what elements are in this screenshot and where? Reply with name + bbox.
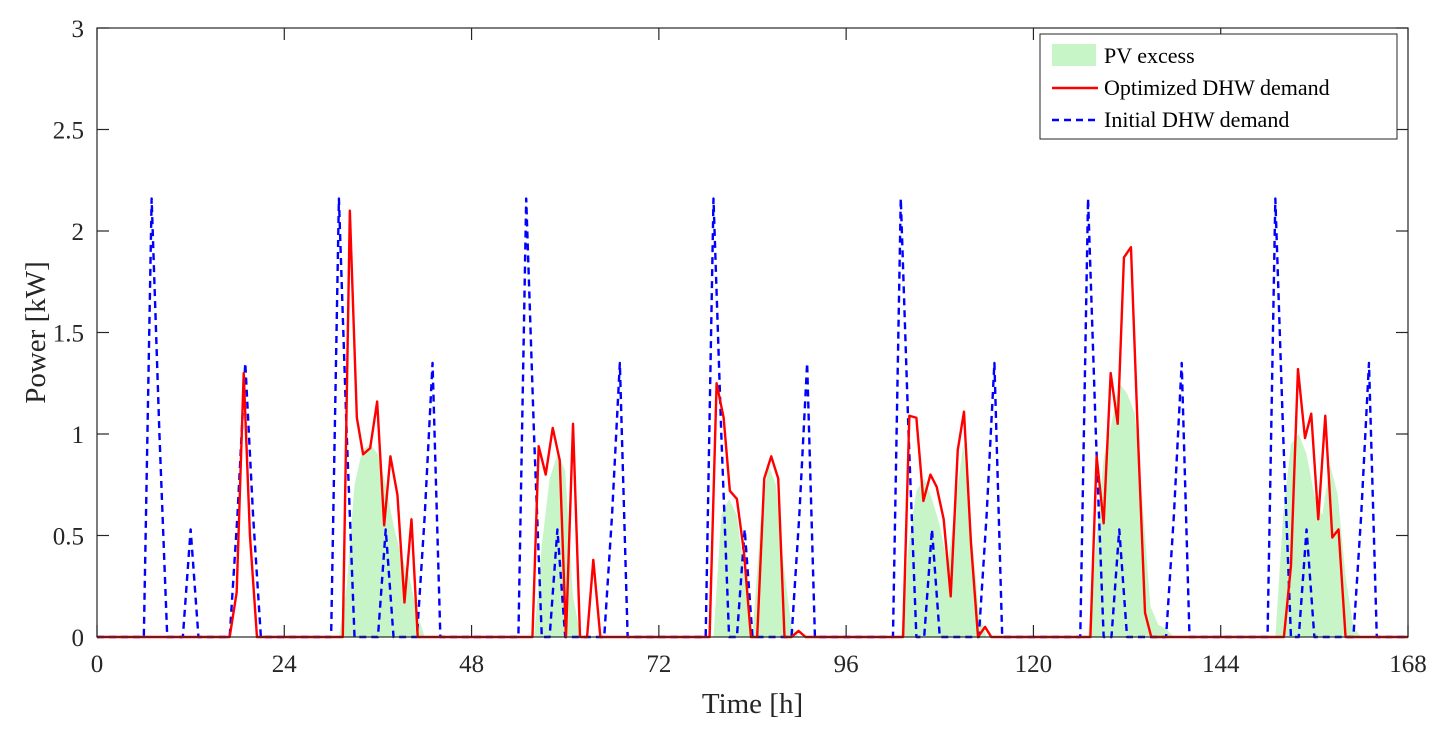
area-layer <box>97 383 1408 637</box>
y-tick-label: 0 <box>72 625 85 652</box>
x-tick-label: 0 <box>91 651 104 678</box>
x-axis-title: Time [h] <box>702 688 803 720</box>
legend: PV excess Optimized DHW demand Initial D… <box>1039 33 1398 140</box>
line-layer <box>97 197 1408 639</box>
y-tick-label: 3 <box>72 16 85 43</box>
tick-layer: 0 24 48 72 96 120 144 168 0 0.5 1 1.5 2 2.5 3 <box>53 16 1427 678</box>
initial-dhw-demand-line <box>97 197 1408 639</box>
x-tick-label: 48 <box>459 651 484 678</box>
legend-swatch-pv-excess <box>1052 44 1096 66</box>
x-tick-label: 168 <box>1389 651 1427 678</box>
y-tick-label: 2.5 <box>53 118 84 145</box>
y-tick-label: 0.5 <box>53 524 84 551</box>
x-tick-label: 72 <box>646 651 671 678</box>
y-tick-label: 1 <box>72 422 85 449</box>
y-tick-label: 2 <box>72 219 85 246</box>
y-tick-label: 1.5 <box>53 321 84 348</box>
x-tick-label: 24 <box>272 651 298 678</box>
pv-excess-area <box>97 383 1408 637</box>
legend-label-optimized-dhw: Optimized DHW demand <box>1104 75 1330 100</box>
x-tick-label: 96 <box>834 651 859 678</box>
legend-label-initial-dhw: Initial DHW demand <box>1104 107 1289 132</box>
x-tick-label: 144 <box>1202 651 1240 678</box>
x-tick-label: 120 <box>1015 651 1053 678</box>
y-axis-title: Power [kW] <box>20 261 52 404</box>
legend-label-pv-excess: PV excess <box>1104 43 1195 68</box>
legend-box <box>1039 33 1398 140</box>
optimized-dhw-demand-line <box>97 209 1408 639</box>
